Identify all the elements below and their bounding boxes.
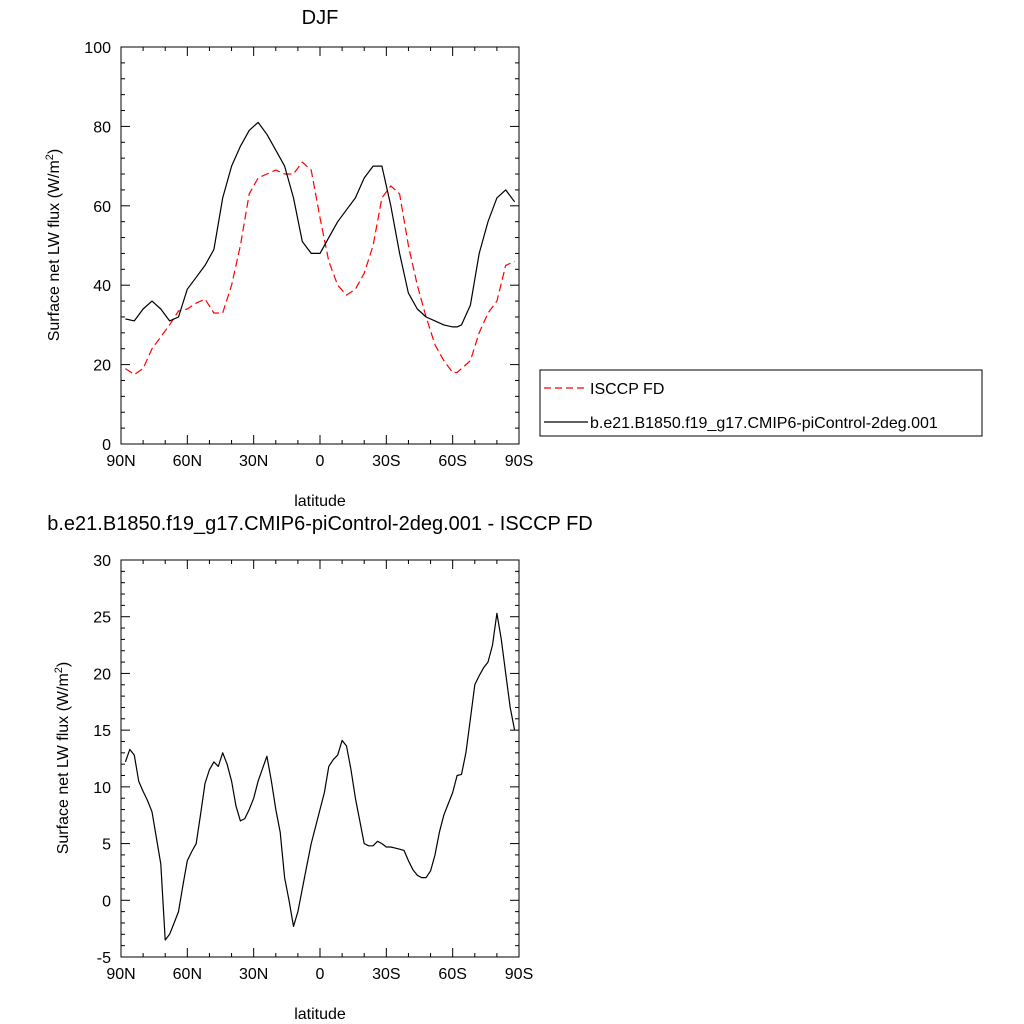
bottom-chart-x-tick-label: 90N: [106, 966, 135, 983]
bottom-chart-x-tick-label: 0: [316, 966, 325, 983]
top-chart-y-tick-label: 40: [93, 278, 111, 295]
top-chart-y-axis-label-main: Surface net LW flux (W/m: [46, 160, 63, 341]
bottom-chart-x-axis-label: latitude: [294, 1006, 346, 1023]
bottom-chart-ticks: 90N 60N 30N 0 30S 60S 90S -5 0 5 10 15 20 25 30: [93, 553, 533, 983]
top-chart-y-tick-label: 80: [93, 119, 111, 136]
top-chart-x-tick-label: 60S: [438, 453, 466, 470]
bottom-chart-y-axis-label-main: Surface net LW flux (W/m: [55, 673, 72, 854]
bottom-chart-lines: [124, 612, 516, 941]
bottom-chart-x-tick-label: 30N: [239, 966, 268, 983]
top-chart-x-tick-label: 90N: [106, 453, 135, 470]
top-chart-ticks: 90N 60N 30N 0 30S 60S 90S 0 20 40 60 80 100: [84, 40, 533, 470]
top-chart-title: DJF: [302, 7, 339, 29]
top-chart-frame: [120, 46, 520, 445]
bottom-chart-y-axis-label: Surface net LW flux (W/m2): [53, 662, 72, 855]
bottom-chart-panel: b.e21.B1850.f19_g17.CMIP6-piControl-2deg…: [47, 513, 593, 1023]
bottom-chart-series-line-0: [124, 612, 516, 941]
legend: ISCCP FD b.e21.B1850.f19_g17.CMIP6-piCon…: [539, 369, 983, 437]
top-chart-series-line-1: [125, 121, 516, 328]
bottom-chart-y-tick-label: 15: [93, 723, 111, 740]
bottom-chart-y-tick-label: -5: [97, 950, 111, 967]
top-chart-y-axis-label-sup: 2: [44, 154, 56, 160]
top-chart-y-tick-label: 60: [93, 199, 111, 216]
bottom-chart-y-tick-label: 25: [93, 610, 111, 627]
top-chart-panel: DJF 90N 60N 30N 0 30S 60S 90S 0 20 40 60 80 100 lati…: [44, 7, 533, 510]
top-chart-y-axis-label: Surface net LW flux (W/m2): [44, 149, 63, 342]
bottom-chart-x-tick-label: 90S: [505, 966, 533, 983]
legend-label-model: b.e21.B1850.f19_g17.CMIP6-piControl-2deg…: [590, 415, 938, 432]
bottom-chart-x-tick-label: 60N: [173, 966, 202, 983]
bottom-chart-title: b.e21.B1850.f19_g17.CMIP6-piControl-2deg…: [47, 513, 593, 535]
bottom-chart-y-tick-label: 20: [93, 666, 111, 683]
bottom-chart-y-tick-label: 0: [102, 893, 111, 910]
top-chart-lines: [125, 121, 516, 376]
bottom-chart-x-tick-label: 30S: [372, 966, 400, 983]
top-chart-x-tick-label: 0: [316, 453, 325, 470]
top-chart-y-tick-label: 100: [84, 40, 111, 57]
top-chart-x-tick-label: 30N: [239, 453, 268, 470]
top-chart-y-axis-label-tail: ): [46, 149, 63, 154]
bottom-chart-x-tick-label: 60S: [438, 966, 466, 983]
bottom-chart-y-tick-label: 5: [102, 837, 111, 854]
top-chart-x-tick-label: 90S: [505, 453, 533, 470]
top-chart-x-axis-label: latitude: [294, 493, 346, 510]
top-chart-series-line-0: [125, 161, 515, 376]
top-chart-y-tick-label: 0: [102, 437, 111, 454]
bottom-chart-y-axis-label-sup: 2: [53, 667, 65, 673]
top-chart-x-tick-label: 30S: [372, 453, 400, 470]
bottom-chart-y-tick-label: 10: [93, 780, 111, 797]
legend-label-isccp: ISCCP FD: [590, 381, 664, 398]
legend-box: [539, 369, 983, 437]
top-chart-y-tick-label: 20: [93, 358, 111, 375]
top-chart-x-tick-label: 60N: [173, 453, 202, 470]
bottom-chart-y-tick-label: 30: [93, 553, 111, 570]
bottom-chart-y-axis-label-tail: ): [55, 662, 72, 667]
